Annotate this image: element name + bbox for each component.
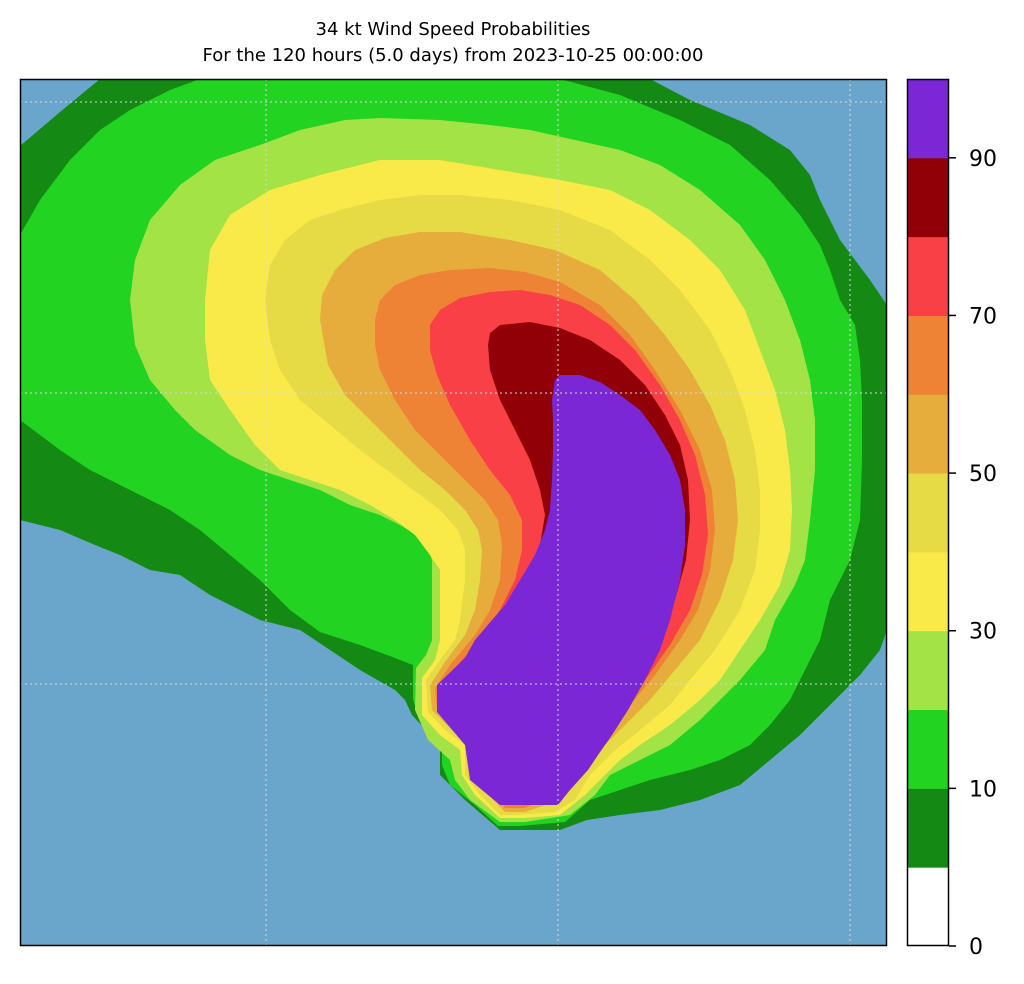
map-subtitle: For the 120 hours (5.0 days) from 2023-1… xyxy=(202,45,704,66)
map-plot-area xyxy=(20,79,887,946)
colorbar-band-2 xyxy=(907,709,949,789)
colorbar-band-10 xyxy=(907,79,949,159)
colorbar-band-9 xyxy=(907,157,949,238)
contour-band-90 xyxy=(437,375,685,805)
colorbar-band-7 xyxy=(907,315,949,395)
colorbar-frame xyxy=(906,78,950,947)
colorbar-band-5 xyxy=(907,473,949,553)
colorbar-band-3 xyxy=(907,630,949,711)
colorbar-tick-label: 10 xyxy=(969,777,997,802)
colorbar-tick-label: 70 xyxy=(969,304,997,329)
colorbar-band-0 xyxy=(907,867,949,947)
map-title: 34 kt Wind Speed Probabilities xyxy=(315,19,591,40)
colorbar xyxy=(906,78,950,947)
colorbar-ticks: 0 10 30 50 70 90 xyxy=(949,147,997,960)
colorbar-band-8 xyxy=(907,236,949,316)
colorbar-band-6 xyxy=(907,394,949,474)
colorbar-band-1 xyxy=(907,788,949,868)
colorbar-tick-label: 50 xyxy=(969,462,997,487)
colorbar-tick-label: 30 xyxy=(969,620,997,645)
colorbar-band-4 xyxy=(907,551,949,632)
map-frame xyxy=(19,78,888,947)
colorbar-tick-label: 90 xyxy=(969,147,997,172)
colorbar-tick-label: 0 xyxy=(969,935,983,960)
